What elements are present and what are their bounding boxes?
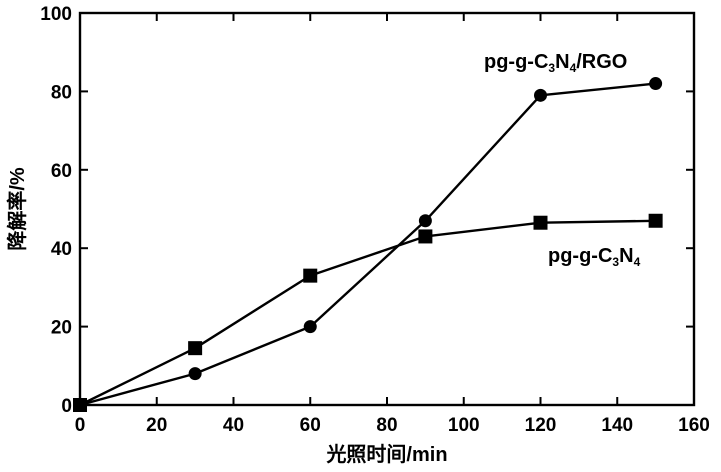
y-tick-label: 40 — [51, 239, 72, 260]
x-tick-label: 80 — [376, 415, 397, 436]
data-point-circle — [418, 214, 432, 228]
tick-marks — [79, 12, 695, 406]
y-tick-label: 20 — [51, 318, 72, 339]
data-point-circle — [534, 88, 547, 102]
y-axis-title: 降解率/% — [5, 167, 29, 251]
x-tick-label: 160 — [678, 415, 710, 436]
x-tick-label: 100 — [448, 415, 480, 436]
series-line-1 — [79, 82, 656, 407]
y-tick-label: 0 — [61, 396, 72, 417]
x-tick-label: 120 — [525, 415, 557, 436]
x-axis-title: 光照时间/min — [325, 443, 447, 466]
series-label-subscript: 4 — [570, 61, 577, 75]
data-point-circle — [303, 320, 317, 334]
data-point-square — [533, 215, 548, 230]
series-lines — [79, 82, 656, 407]
series-label-subscript: 3 — [612, 255, 619, 269]
data-point-square — [418, 229, 433, 244]
x-tick-label: 60 — [300, 415, 321, 436]
series-label-2: pg-g-C3N4 — [548, 245, 641, 269]
data-point-square — [73, 398, 87, 412]
x-tick-label: 0 — [75, 415, 86, 436]
data-point-circle — [188, 367, 202, 381]
data-point-square — [648, 213, 663, 228]
text-labels: 0 20 40 60 80 100 120 140 160020406080100光照时间/mi… — [5, 4, 710, 466]
data-point-square — [303, 268, 318, 283]
series-label-text: pg-g-C — [484, 51, 548, 73]
series-label-text: pg-g-C — [548, 245, 612, 267]
y-tick-label: 60 — [51, 161, 72, 182]
series-label-text: /RGO — [576, 51, 627, 73]
series-label-1: pg-g-C3N4/RGO — [484, 51, 627, 75]
series-label-subscript: 3 — [548, 61, 555, 75]
x-tick-label: 20 — [146, 415, 167, 436]
data-point-square — [188, 341, 203, 356]
data-point-circle — [649, 77, 663, 91]
series-line-2 — [79, 219, 656, 407]
series-markers — [73, 77, 663, 412]
series-label-subscript: 4 — [634, 255, 641, 269]
y-tick-label: 100 — [40, 4, 72, 25]
x-tick-label: 40 — [223, 415, 244, 436]
series-label-text: N — [619, 245, 633, 267]
x-tick-label: 140 — [601, 415, 633, 436]
series-label-text: N — [555, 51, 569, 73]
y-tick-label: 80 — [51, 82, 72, 103]
